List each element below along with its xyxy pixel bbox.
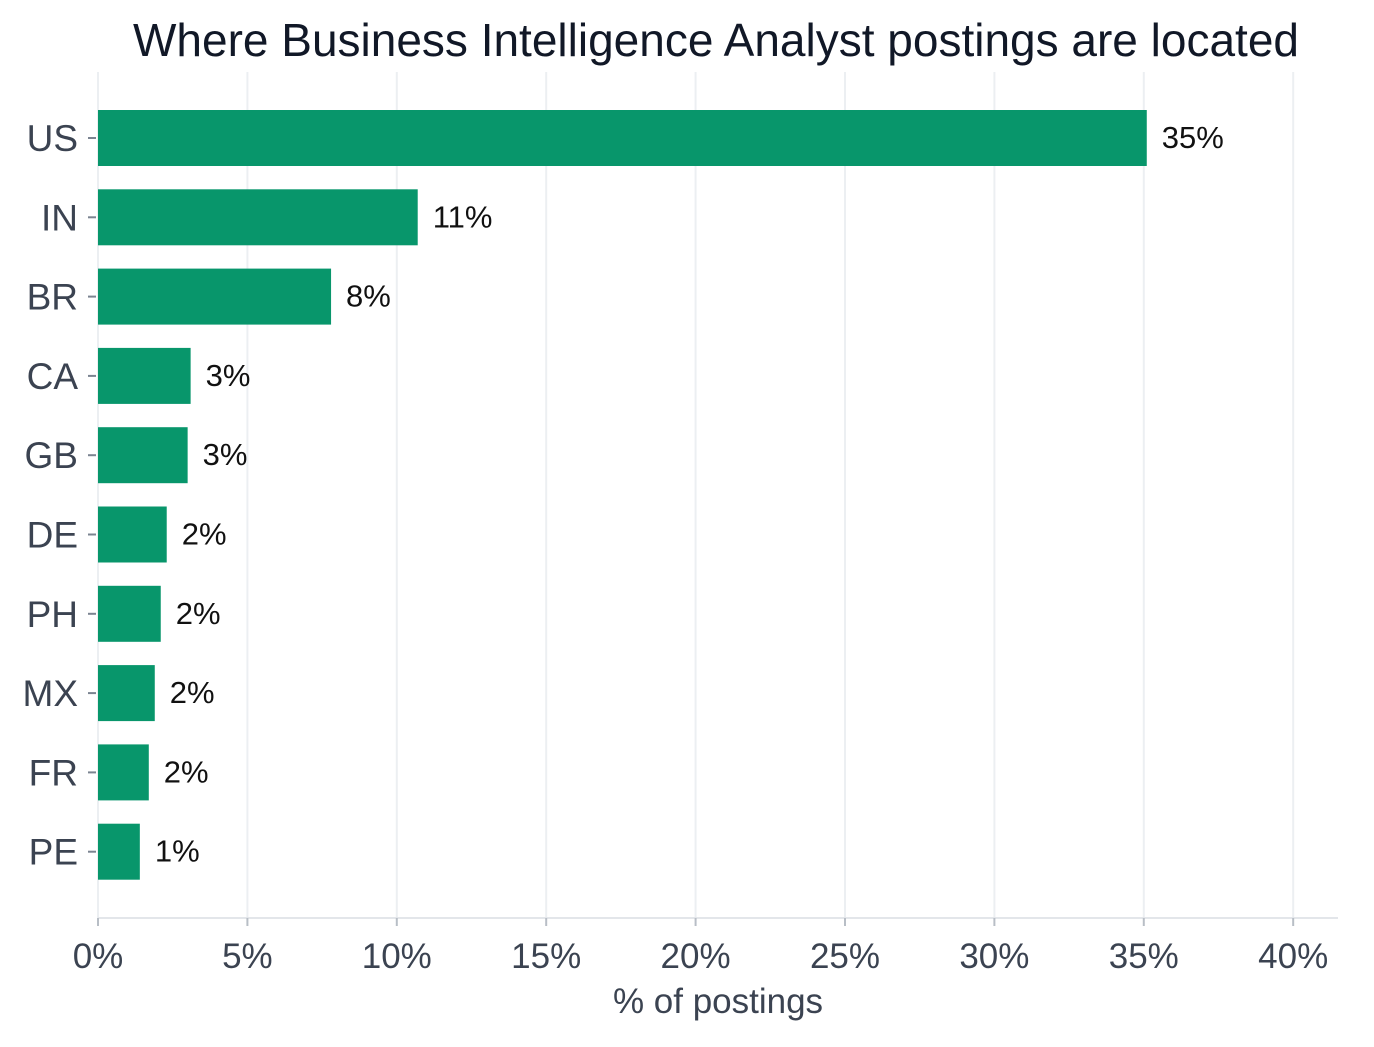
y-tick-label: PE bbox=[29, 832, 78, 873]
x-tick-label: 0% bbox=[73, 937, 124, 976]
bar-in bbox=[98, 189, 418, 246]
y-tick-label: FR bbox=[29, 752, 78, 793]
x-tick-label: 15% bbox=[511, 937, 581, 976]
data-label: 8% bbox=[346, 279, 391, 314]
data-label: 2% bbox=[170, 675, 215, 710]
data-label: 35% bbox=[1162, 120, 1224, 155]
data-label: 2% bbox=[164, 754, 209, 789]
x-tick-label: 35% bbox=[1109, 937, 1179, 976]
y-tick-label: PH bbox=[27, 594, 78, 635]
bars bbox=[98, 110, 1147, 880]
bar-ca bbox=[98, 347, 191, 404]
bar-gb bbox=[98, 427, 188, 484]
x-axis-title: % of postings bbox=[613, 982, 823, 1021]
data-label: 11% bbox=[433, 199, 493, 234]
y-tick-label: DE bbox=[27, 515, 78, 556]
bar-pe bbox=[98, 823, 140, 880]
data-label: 3% bbox=[206, 358, 251, 393]
x-tick-label: 30% bbox=[959, 937, 1029, 976]
bar-fr bbox=[98, 744, 149, 801]
data-label: 3% bbox=[203, 437, 248, 472]
y-tick-label: GB bbox=[25, 435, 78, 476]
data-label: 2% bbox=[176, 596, 221, 631]
data-label: 2% bbox=[182, 517, 227, 552]
x-tick-label: 10% bbox=[362, 937, 432, 976]
bar-us bbox=[98, 110, 1147, 166]
x-tick-label: 5% bbox=[222, 937, 273, 976]
x-tick-label: 20% bbox=[661, 937, 731, 976]
y-tick-label: CA bbox=[27, 356, 79, 397]
y-tick-label: BR bbox=[27, 277, 78, 318]
data-label: 1% bbox=[155, 834, 200, 869]
bar-de bbox=[98, 506, 167, 563]
chart-title: Where Business Intelligence Analyst post… bbox=[133, 14, 1299, 66]
x-axis: 0% 5% 10% 15% 20% 25% 30% 35% 40% bbox=[73, 917, 1338, 976]
bar-br bbox=[98, 268, 332, 325]
y-tick-label: MX bbox=[23, 673, 79, 714]
x-tick-label: 40% bbox=[1258, 937, 1328, 976]
bar-mx bbox=[98, 665, 155, 722]
y-tick-label: US bbox=[27, 118, 78, 159]
bar-ph bbox=[98, 585, 161, 642]
data-labels: 35% 11% 8% 3% 3% 2% 2% 2% 2% 1% bbox=[155, 120, 1224, 869]
x-tick-label: 25% bbox=[810, 937, 880, 976]
y-tick-label: IN bbox=[41, 197, 78, 238]
y-axis: US IN BR CA GB DE PH MX FR PE bbox=[23, 118, 96, 873]
